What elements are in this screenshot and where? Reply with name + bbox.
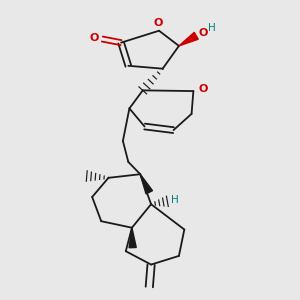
Text: O: O	[90, 33, 99, 43]
Polygon shape	[129, 228, 136, 248]
Polygon shape	[140, 174, 152, 194]
Text: H: H	[171, 195, 179, 205]
Polygon shape	[179, 32, 198, 46]
Text: O: O	[154, 18, 163, 28]
Text: H: H	[208, 23, 216, 33]
Text: O: O	[198, 28, 207, 38]
Text: O: O	[199, 84, 208, 94]
